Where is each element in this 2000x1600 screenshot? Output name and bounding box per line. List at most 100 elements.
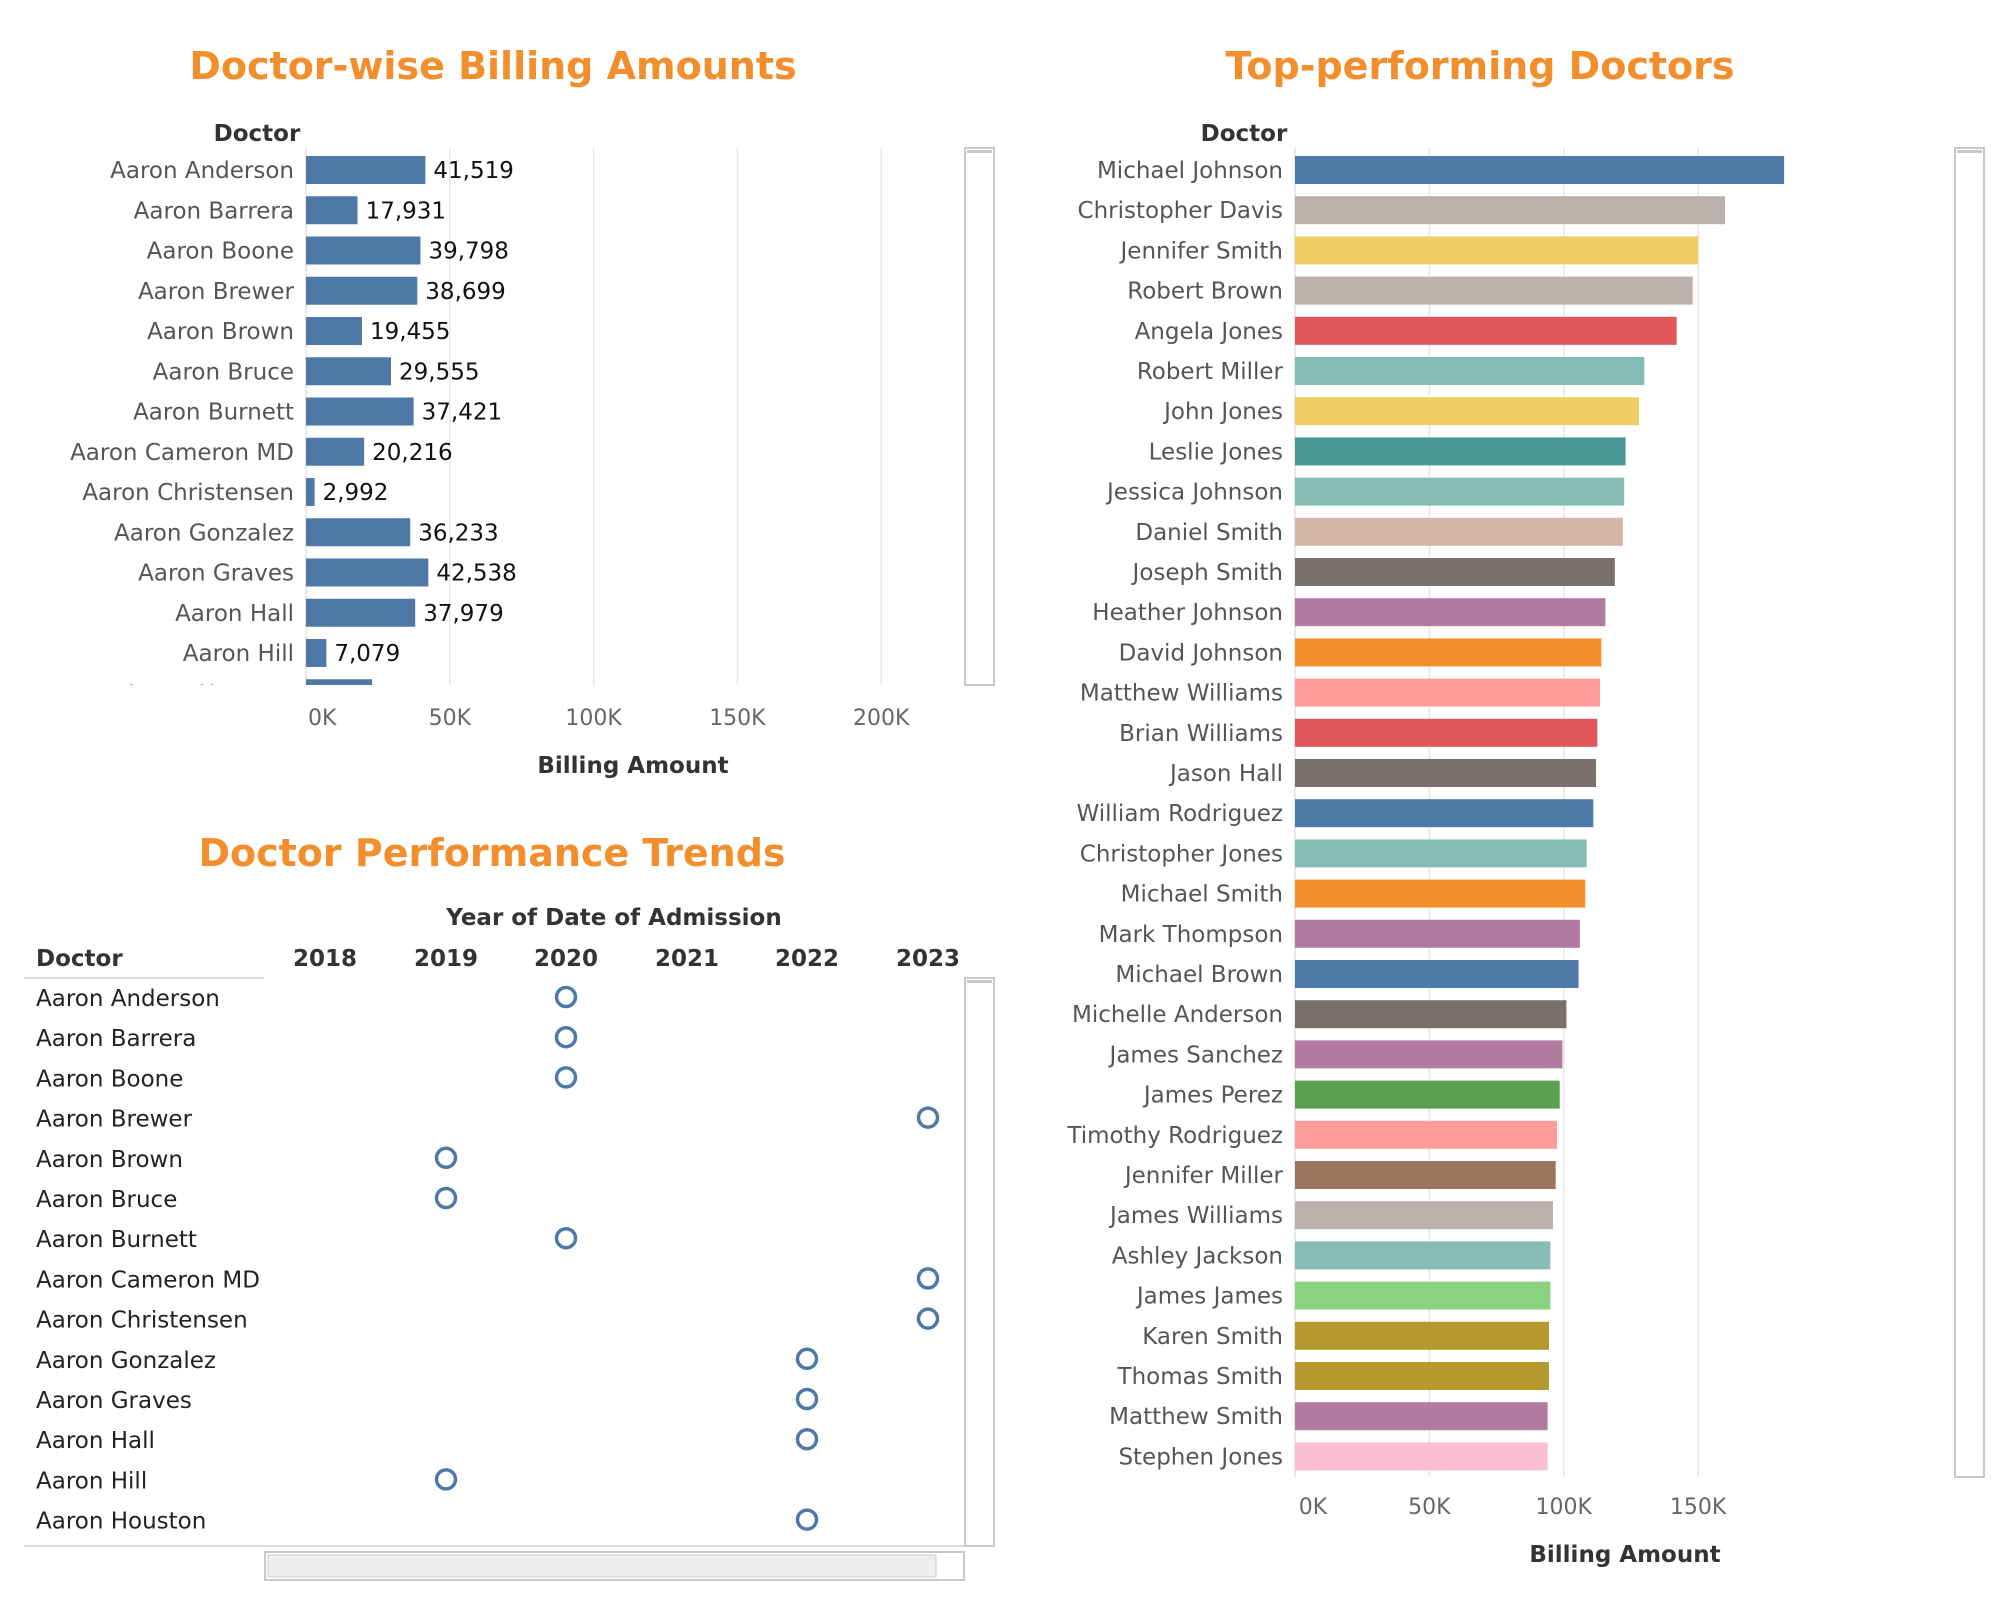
scrollbar-thumb[interactable] [967,150,992,153]
table-row: Leslie Jones [1149,437,1626,466]
bar-aaron-brewer[interactable] [306,276,418,305]
doctor-label: Michael Brown [1115,962,1283,988]
doctor-label: Leslie Jones [1149,439,1283,465]
bar-aaron-cameron-md[interactable] [306,437,365,466]
doctor-label: Aaron Gonzalez [114,520,294,546]
data-point[interactable] [554,1226,578,1250]
year-header: 2018 [293,946,357,972]
doctor-label: Michelle Anderson [1072,1002,1283,1028]
doctor-label: James Perez [1142,1083,1283,1109]
data-point[interactable] [916,1106,940,1129]
data-point[interactable] [795,1508,819,1531]
bar-jason-hall[interactable] [1295,759,1596,787]
data-point[interactable] [434,1146,458,1170]
value-label: 29,555 [399,359,479,385]
bar-jessica-johnson[interactable] [1295,477,1625,506]
bar-jennifer-smith[interactable] [1295,236,1699,265]
bar-thomas-smith[interactable] [1295,1362,1549,1390]
row-header: Doctor [36,946,123,972]
bar-aaron-christensen[interactable] [306,478,315,506]
bar-stephen-jones[interactable] [1295,1442,1548,1471]
bar-angela-jones[interactable] [1295,316,1677,345]
bar-aaron-gonzalez[interactable] [306,518,411,547]
bar-michael-smith[interactable] [1295,879,1586,908]
bar-leslie-jones[interactable] [1295,437,1626,466]
bar-robert-brown[interactable] [1295,276,1693,305]
data-point[interactable] [795,1347,819,1371]
trends-chart: Doctor Performance Trends Year of Date of… [24,831,995,1581]
bar-daniel-smith[interactable] [1295,517,1623,546]
table-row: Mark Thompson [1099,919,1580,948]
bar-aaron-barrera[interactable] [306,196,358,225]
vertical-scrollbar[interactable] [1954,147,1985,1478]
table-row: Aaron Graves [36,1387,819,1414]
scrollbar-thumb[interactable] [267,1554,937,1578]
doctor-label: Aaron Graves [36,1388,192,1414]
bar-william-rodriguez[interactable] [1295,799,1594,828]
x-tick-label: 150K [709,706,766,731]
bar-robert-miller[interactable] [1295,357,1645,385]
bar-ashley-jackson[interactable] [1295,1241,1551,1270]
bar-timothy-rodriguez[interactable] [1295,1120,1558,1149]
bar-john-jones[interactable] [1295,397,1639,426]
doctor-label: Michael Johnson [1097,158,1283,184]
vertical-scrollbar[interactable] [964,147,995,686]
data-point[interactable] [554,1025,578,1049]
bar-aaron-graves[interactable] [306,558,429,587]
data-point[interactable] [795,1427,819,1451]
bar-aaron-anderson[interactable] [306,156,426,184]
bar-brian-williams[interactable] [1295,718,1598,747]
table-row: Aaron Houston [124,679,373,707]
doctor-label: William Rodriguez [1077,801,1283,827]
bar-james-james[interactable] [1295,1281,1551,1310]
bar-michael-johnson[interactable] [1295,156,1785,184]
doctor-label: Aaron Anderson [110,158,294,184]
bar-christopher-jones[interactable] [1295,839,1587,868]
doctor-label: Aaron Bruce [153,359,294,385]
x-axis-title: Billing Amount [1529,1542,1720,1568]
bar-matthew-smith[interactable] [1295,1402,1548,1431]
table-row: James James [1135,1281,1551,1310]
data-point[interactable] [554,985,578,1009]
bar-karen-smith[interactable] [1295,1321,1549,1350]
bar-james-perez[interactable] [1295,1080,1560,1109]
bar-michelle-anderson[interactable] [1295,1000,1567,1029]
data-point[interactable] [434,1468,458,1491]
data-point[interactable] [916,1307,940,1330]
bar-aaron-hill[interactable] [306,639,327,667]
scrollbar-thumb[interactable] [1957,150,1982,153]
data-point[interactable] [916,1267,940,1290]
bar-james-sanchez[interactable] [1295,1040,1563,1069]
table-row: Aaron Bruce 29,555 [153,357,479,386]
bar-aaron-hall[interactable] [306,598,416,627]
bar-aaron-brown[interactable] [306,317,362,345]
table-row: Angela Jones [1135,316,1677,345]
x-tick-label: 0K [1299,1495,1328,1520]
bar-mark-thompson[interactable] [1295,919,1580,948]
bar-james-williams[interactable] [1295,1201,1553,1230]
bar-aaron-houston[interactable] [306,679,373,707]
table-row: Aaron Barrera 17,931 [134,196,446,225]
doctor-label: Jennifer Smith [1119,238,1283,264]
x-tick-label: 150K [1670,1495,1727,1520]
bar-aaron-boone[interactable] [306,236,421,265]
bar-michael-brown[interactable] [1295,960,1579,988]
x-tick-label: 100K [1536,1495,1593,1520]
table-row: Aaron Houston [36,1508,819,1535]
bar-aaron-burnett[interactable] [306,397,414,426]
bar-heather-johnson[interactable] [1295,598,1606,627]
bar-aaron-bruce[interactable] [306,357,392,386]
scrollbar-thumb[interactable] [967,980,992,983]
data-point[interactable] [554,1066,578,1089]
doctor-label: Christopher Jones [1080,841,1283,867]
vertical-scrollbar[interactable] [964,977,995,1547]
bar-jennifer-miller[interactable] [1295,1161,1556,1189]
table-row: Michael Johnson [1097,156,1785,184]
bar-christopher-davis[interactable] [1295,196,1725,225]
doctor-label: Joseph Smith [1131,560,1283,586]
bar-joseph-smith[interactable] [1295,558,1615,586]
bar-matthew-williams[interactable] [1295,678,1601,707]
data-point[interactable] [795,1387,819,1411]
bar-david-johnson[interactable] [1295,638,1602,667]
data-point[interactable] [434,1186,458,1210]
